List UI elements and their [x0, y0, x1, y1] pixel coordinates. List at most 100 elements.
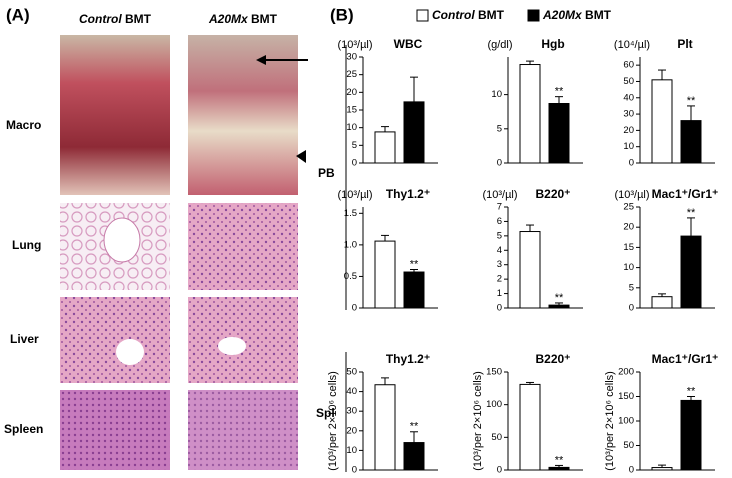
significance: ** — [410, 421, 419, 433]
panel-label: (A) — [6, 5, 30, 24]
photo — [188, 390, 298, 470]
column-header: Control BMT — [79, 12, 152, 26]
photo-detail — [218, 337, 246, 355]
bar — [374, 131, 396, 164]
y-tick-label: 40 — [346, 386, 357, 397]
y-tick-label: 200 — [618, 367, 634, 378]
y-unit: (10³/µl) — [337, 189, 372, 201]
y-tick-label: 15 — [623, 242, 634, 253]
bar — [403, 101, 425, 164]
photo — [60, 390, 170, 470]
chart-title: Plt — [677, 37, 692, 51]
legend-label: Control BMT — [432, 8, 505, 22]
panel-a: (A) Control BMT A20Mx BMT Macro Lung Liv… — [4, 5, 308, 470]
y-tick-label: 25 — [346, 69, 357, 80]
bar — [651, 79, 673, 164]
y-tick-label: 30 — [623, 109, 634, 120]
bar — [651, 296, 673, 309]
y-tick-label: 0 — [629, 465, 634, 476]
photo — [60, 35, 170, 195]
y-tick-label: 5 — [352, 140, 357, 151]
y-unit: (10⁴/µl) — [614, 39, 650, 51]
chart-title: B220⁺ — [535, 187, 570, 201]
photo-detail — [103, 217, 141, 263]
y-tick-label: 50 — [623, 76, 634, 87]
photo — [188, 35, 298, 195]
y-unit: (g/dl) — [487, 39, 512, 51]
significance: ** — [687, 385, 696, 397]
y-tick-label: 0 — [629, 303, 634, 314]
row-label: Lung — [12, 238, 41, 252]
photo — [188, 297, 298, 383]
y-tick-label: 15 — [346, 105, 357, 116]
y-unit: (10³/per 2×10⁶ cells) — [327, 371, 339, 471]
y-tick-label: 50 — [491, 432, 502, 443]
y-tick-label: 40 — [623, 92, 634, 103]
chart-title: Thy1.2⁺ — [386, 187, 430, 201]
bar — [403, 442, 425, 471]
y-tick-label: 10 — [346, 122, 357, 133]
y-unit: (10³/µl) — [482, 189, 517, 201]
panel-b: (B) PB Spl — [316, 5, 354, 472]
photo — [188, 203, 298, 290]
bar — [680, 120, 702, 164]
y-tick-label: 20 — [623, 125, 634, 136]
chart-title: B220⁺ — [535, 352, 570, 366]
y-tick-label: 50 — [346, 367, 357, 378]
y-tick-label: 6 — [497, 216, 502, 227]
y-tick-label: 25 — [623, 202, 634, 213]
y-unit: (10³/µl) — [337, 39, 372, 51]
row-label: Macro — [6, 118, 41, 132]
chart-title: Mac1⁺/Gr1⁺ — [652, 187, 719, 201]
bar — [548, 466, 570, 471]
group-label: Spl — [316, 406, 335, 420]
chart-title: Hgb — [541, 37, 564, 51]
y-tick-label: 100 — [486, 399, 502, 410]
y-tick-label: 20 — [346, 425, 357, 436]
y-tick-label: 1.5 — [344, 208, 357, 219]
bar — [680, 235, 702, 309]
y-tick-label: 7 — [497, 202, 502, 213]
y-tick-label: 30 — [346, 52, 357, 63]
y-tick-label: 0 — [352, 158, 357, 169]
chart-title: WBC — [394, 37, 423, 51]
panel-label: (B) — [330, 5, 354, 24]
photo-detail — [116, 339, 144, 365]
y-tick-label: 10 — [623, 262, 634, 273]
y-unit: (10³/µl) — [614, 189, 649, 201]
y-tick-label: 5 — [629, 282, 634, 293]
significance: ** — [555, 86, 564, 98]
photo — [60, 297, 170, 383]
y-tick-label: 0 — [629, 158, 634, 169]
bar — [548, 304, 570, 309]
y-tick-label: 50 — [623, 440, 634, 451]
bar — [374, 384, 396, 471]
bar — [548, 103, 570, 164]
legend-swatch — [416, 9, 429, 22]
bar — [403, 271, 425, 309]
y-tick-label: 4 — [497, 245, 502, 256]
significance: ** — [555, 292, 564, 304]
y-tick-label: 5 — [497, 123, 502, 134]
row-label: Spleen — [4, 422, 43, 436]
y-unit: (10³/per 2×10⁶ cells) — [472, 371, 484, 471]
group-label: PB — [318, 166, 335, 180]
bar — [519, 383, 541, 471]
y-tick-label: 20 — [623, 222, 634, 233]
y-tick-label: 3 — [497, 259, 502, 270]
y-tick-label: 10 — [623, 141, 634, 152]
y-tick-label: 10 — [346, 445, 357, 456]
bar — [519, 64, 541, 164]
row-label: Liver — [10, 332, 39, 346]
chart-title: Mac1⁺/Gr1⁺ — [652, 352, 719, 366]
y-unit: (10³/per 2×10⁶ cells) — [604, 371, 616, 471]
y-tick-label: 150 — [618, 391, 634, 402]
y-tick-label: 100 — [618, 416, 634, 427]
column-header: A20Mx BMT — [208, 12, 278, 26]
y-tick-label: 0 — [497, 303, 502, 314]
y-tick-label: 0 — [352, 303, 357, 314]
significance: ** — [555, 454, 564, 466]
bar — [680, 399, 702, 471]
y-tick-label: 60 — [623, 60, 634, 71]
